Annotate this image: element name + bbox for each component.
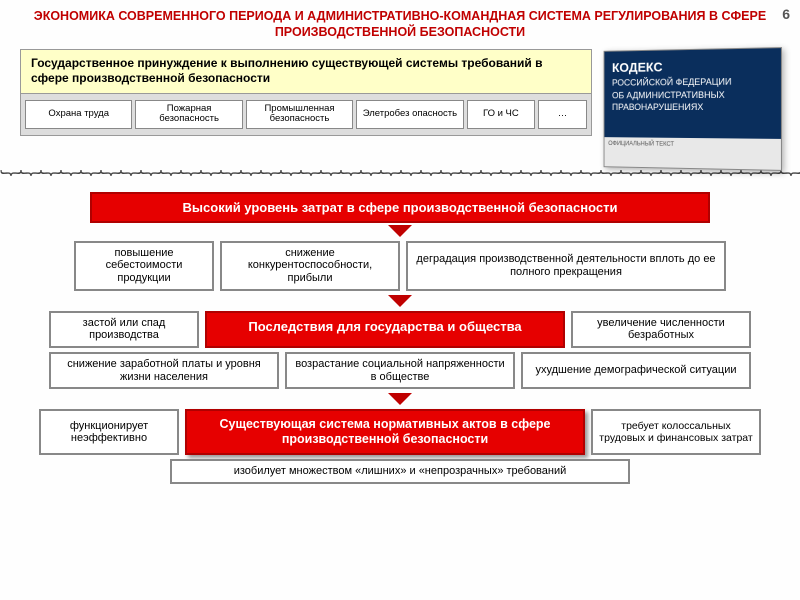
- consequence-box: деградация производственной деятельности…: [406, 241, 726, 291]
- consequence-box: возрастание социальной напряженности в о…: [285, 352, 515, 389]
- red-bar-3: Существующая система нормативных актов в…: [185, 409, 585, 455]
- consequence-box: снижение заработной платы и уровня жизни…: [49, 352, 279, 389]
- system-box: требует колоссальных трудовых и финансов…: [591, 409, 761, 455]
- consequence-box: ухудшение демографической ситуации: [521, 352, 751, 389]
- consequence-row-2b: снижение заработной платы и уровня жизни…: [0, 350, 800, 391]
- consequence-box: повышение себестоимости продукции: [74, 241, 214, 291]
- arrow-icon: [388, 295, 412, 307]
- consequence-row-2a: застой или спад производства Последствия…: [0, 309, 800, 350]
- category-pill: Пожарная безопасность: [135, 100, 242, 129]
- consequence-row-1: повышение себестоимости продукции снижен…: [0, 239, 800, 293]
- category-pill: Охрана труда: [25, 100, 132, 129]
- consequence-box: застой или спад производства: [49, 311, 199, 348]
- book-text: КОДЕКС РОССИЙСКОЙ ФЕДЕРАЦИИ ОБ АДМИНИСТР…: [605, 48, 781, 122]
- consequence-box: снижение конкурентоспособности, прибыли: [220, 241, 400, 291]
- curly-brace: ︸︸︸︸︸︸︸︸︸︸︸︸︸︸︸︸︸︸︸︸︸︸︸︸︸︸︸︸︸︸︸︸︸︸︸︸︸︸︸︸: [0, 171, 800, 190]
- system-row-b: изобилует множеством «лишних» и «непрозр…: [0, 457, 800, 486]
- page-title: ЭКОНОМИКА СОВРЕМЕННОГО ПЕРИОДА И АДМИНИС…: [0, 0, 800, 45]
- arrow-icon: [388, 393, 412, 405]
- category-strip: Охрана труда Пожарная безопасность Промы…: [20, 94, 592, 136]
- system-box: изобилует множеством «лишних» и «непрозр…: [170, 459, 630, 484]
- book-line: РОССИЙСКОЙ ФЕДЕРАЦИИ: [612, 75, 773, 89]
- book-line: ОБ АДМИНИСТРАТИВНЫХ: [612, 88, 773, 101]
- consequence-box: увеличение численности безработных: [571, 311, 751, 348]
- system-box: функционирует неэффективно: [39, 409, 179, 455]
- book-line: КОДЕКС: [612, 56, 773, 77]
- red-bar-1: Высокий уровень затрат в сфере производс…: [90, 192, 710, 223]
- book-line: ПРАВОНАРУШЕНИЯХ: [612, 101, 773, 114]
- top-section: Государственное принуждение к выполнению…: [0, 45, 800, 171]
- top-left: Государственное принуждение к выполнению…: [20, 49, 592, 136]
- category-pill: ГО и ЧС: [467, 100, 535, 129]
- category-pill: Элетробез опасность: [356, 100, 463, 129]
- book-image: КОДЕКС РОССИЙСКОЙ ФЕДЕРАЦИИ ОБ АДМИНИСТР…: [604, 47, 782, 171]
- arrow-icon: [388, 225, 412, 237]
- category-pill: …: [538, 100, 587, 129]
- yellow-box: Государственное принуждение к выполнению…: [20, 49, 592, 94]
- red-bar-2: Последствия для государства и общества: [205, 311, 565, 348]
- page-number: 6: [782, 6, 790, 22]
- book-sub: ОФИЦИАЛЬНЫЙ ТЕКСТ: [605, 137, 781, 170]
- category-pill: Промышленная безопасность: [246, 100, 353, 129]
- system-row-a: функционирует неэффективно Существующая …: [0, 407, 800, 457]
